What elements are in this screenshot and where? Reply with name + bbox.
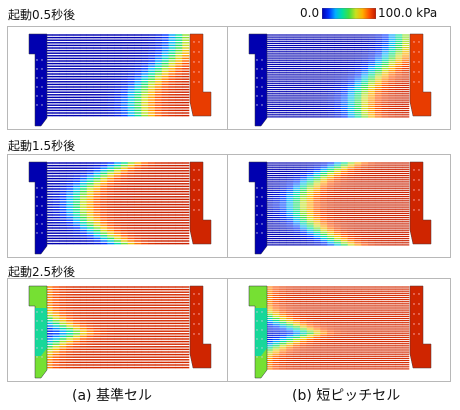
caption-reference-cell: (a) 基準セル	[72, 388, 152, 404]
inlet-manifold	[28, 33, 48, 127]
inlet-manifold	[28, 285, 48, 379]
outlet-manifold	[189, 33, 212, 117]
inlet-manifold	[248, 161, 268, 255]
caption-short-pitch-cell: (b) 短ピッチセル	[292, 388, 401, 404]
flow-channels	[259, 286, 410, 370]
row-label-2-5s: 起動2.5秒後	[8, 265, 76, 279]
color-scale-max-label: 100.0 kPa	[378, 6, 438, 20]
outlet-manifold	[409, 161, 432, 245]
inlet-manifold	[28, 161, 48, 255]
panel-shortpitch-0-5s	[227, 26, 451, 130]
panel-reference-2-5s	[7, 278, 231, 382]
panel-shortpitch-2-5s	[227, 278, 451, 382]
inlet-manifold	[248, 33, 268, 127]
panel-reference-0-5s	[7, 26, 231, 130]
outlet-manifold	[189, 161, 212, 245]
flow-channels	[39, 286, 190, 369]
row-label-0-5s: 起動0.5秒後	[8, 8, 76, 22]
panel-reference-1-5s	[7, 154, 231, 258]
flow-channels	[259, 162, 410, 246]
flow-channels	[39, 34, 190, 117]
outlet-manifold	[409, 285, 432, 369]
inlet-manifold	[248, 285, 268, 379]
outlet-manifold	[409, 33, 432, 117]
color-scale-bar	[322, 8, 376, 19]
outlet-manifold	[189, 285, 212, 369]
panel-shortpitch-1-5s	[227, 154, 451, 258]
color-scale-min-label: 0.0	[300, 6, 320, 20]
row-label-1-5s: 起動1.5秒後	[8, 139, 76, 153]
